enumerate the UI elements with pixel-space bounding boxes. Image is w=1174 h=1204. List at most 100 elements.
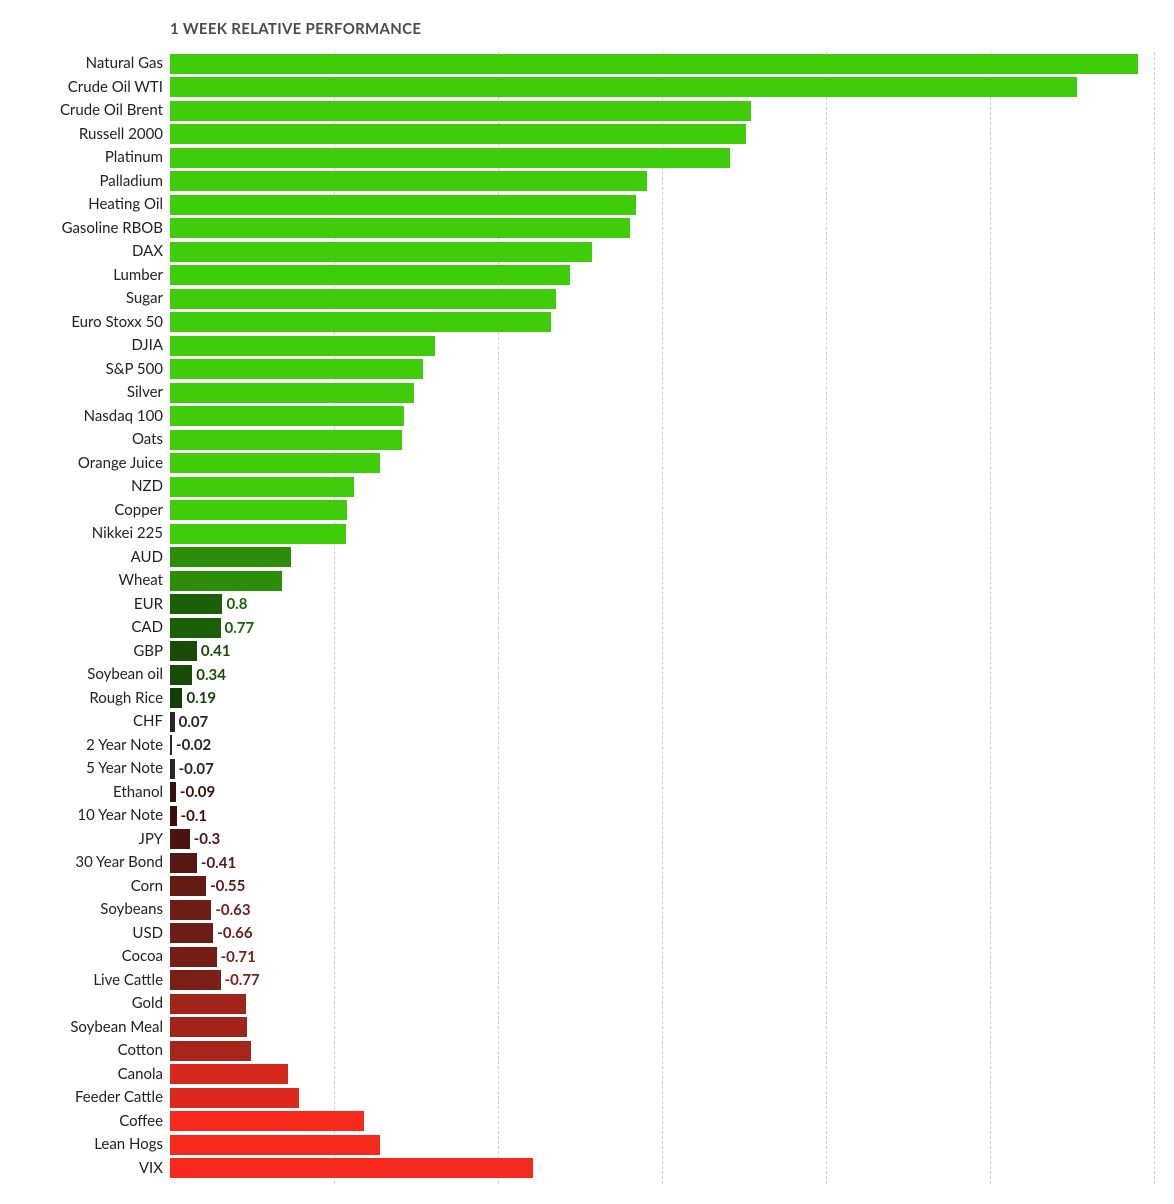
bar[interactable] xyxy=(170,900,211,920)
row-label: Nasdaq 100 xyxy=(0,409,163,424)
bar[interactable] xyxy=(170,806,177,826)
bar[interactable] xyxy=(170,641,197,661)
chart-row: Palladium7.27 xyxy=(170,170,1154,194)
bar[interactable] xyxy=(170,782,176,802)
chart-row: Gold-1.16 xyxy=(170,992,1154,1016)
bar-value-label: 0.34 xyxy=(196,665,226,685)
bar[interactable] xyxy=(170,759,175,779)
bar[interactable] xyxy=(170,359,423,379)
bar[interactable] xyxy=(170,1111,364,1131)
bar-value-label: -0.55 xyxy=(210,876,245,896)
row-label: Oats xyxy=(0,432,163,447)
bar-value-label: -0.09 xyxy=(180,782,215,802)
bar[interactable] xyxy=(170,383,414,403)
chart-row: Crude Oil WTI13.82 xyxy=(170,76,1154,100)
bar-value-label: -0.77 xyxy=(225,970,260,990)
bar[interactable] xyxy=(170,994,246,1014)
row-label: Crude Oil Brent xyxy=(0,103,163,118)
chart-row: Orange Juice3.2 xyxy=(170,452,1154,476)
bar-value-label: 0.19 xyxy=(186,688,216,708)
bar[interactable] xyxy=(170,970,221,990)
row-label: Euro Stoxx 50 xyxy=(0,315,163,330)
row-label: Copper xyxy=(0,503,163,518)
bar[interactable] xyxy=(170,1064,288,1084)
bar-value-label: 0.07 xyxy=(179,712,209,732)
bar[interactable] xyxy=(170,524,346,544)
bar[interactable] xyxy=(170,312,551,332)
bar[interactable] xyxy=(170,265,570,285)
row-label: Rough Rice xyxy=(0,691,163,706)
bar[interactable] xyxy=(170,735,172,755)
chart-row: Russell 20008.78 xyxy=(170,123,1154,147)
bar[interactable] xyxy=(170,923,213,943)
chart-row: Euro Stoxx 505.81 xyxy=(170,311,1154,335)
bar[interactable] xyxy=(170,430,402,450)
bar[interactable] xyxy=(170,148,730,168)
row-label: Gold xyxy=(0,996,163,1011)
chart-row: Cotton-1.24 xyxy=(170,1039,1154,1063)
chart-row: Cocoa-0.71 xyxy=(170,945,1154,969)
row-label: Crude Oil WTI xyxy=(0,80,163,95)
row-label: 5 Year Note xyxy=(0,761,163,776)
row-label: Lean Hogs xyxy=(0,1137,163,1152)
row-label: Heating Oil xyxy=(0,197,163,212)
bar[interactable] xyxy=(170,124,746,144)
bar[interactable] xyxy=(170,218,630,238)
row-label: Palladium xyxy=(0,174,163,189)
bar[interactable] xyxy=(170,688,182,708)
bar[interactable] xyxy=(170,665,192,685)
row-label: Sugar xyxy=(0,291,163,306)
bar[interactable] xyxy=(170,1088,299,1108)
bar-value-label: -0.07 xyxy=(179,759,214,779)
row-label: Nikkei 225 xyxy=(0,526,163,541)
row-label: Canola xyxy=(0,1067,163,1082)
bar[interactable] xyxy=(170,571,282,591)
bar[interactable] xyxy=(170,547,291,567)
bar[interactable] xyxy=(170,289,556,309)
chart-row: S&P 5003.86 xyxy=(170,358,1154,382)
bar[interactable] xyxy=(170,712,175,732)
bar[interactable] xyxy=(170,1017,247,1037)
bar[interactable] xyxy=(170,876,206,896)
bar[interactable] xyxy=(170,853,197,873)
bar[interactable] xyxy=(170,1158,533,1178)
bar[interactable] xyxy=(170,77,1077,97)
row-label: CHF xyxy=(0,714,163,729)
bar[interactable] xyxy=(170,195,636,215)
bar[interactable] xyxy=(170,101,751,121)
chart-row: Sugar5.88 xyxy=(170,287,1154,311)
chart-row: Platinum8.53 xyxy=(170,146,1154,170)
bar[interactable] xyxy=(170,1041,251,1061)
row-label: Orange Juice xyxy=(0,456,163,471)
chart-row: VIX-5.53 xyxy=(170,1157,1154,1181)
bar[interactable] xyxy=(170,618,221,638)
bar[interactable] xyxy=(170,947,217,967)
row-label: USD xyxy=(0,926,163,941)
bar[interactable] xyxy=(170,477,354,497)
chart-row: CHF0.07 xyxy=(170,710,1154,734)
chart-row: DJIA4.04 xyxy=(170,334,1154,358)
chart-row: CAD0.77 xyxy=(170,616,1154,640)
bar[interactable] xyxy=(170,242,592,262)
row-label: Lumber xyxy=(0,268,163,283)
bar[interactable] xyxy=(170,54,1138,74)
bar[interactable] xyxy=(170,594,222,614)
bar[interactable] xyxy=(170,336,435,356)
chart-row: Coffee-2.95 xyxy=(170,1110,1154,1134)
chart-row: Crude Oil Brent8.86 xyxy=(170,99,1154,123)
bar[interactable] xyxy=(170,829,190,849)
chart-row: Nasdaq 1003.56 xyxy=(170,405,1154,429)
bar[interactable] xyxy=(170,500,347,520)
bar[interactable] xyxy=(170,1135,380,1155)
row-label: DAX xyxy=(0,244,163,259)
bar[interactable] xyxy=(170,453,380,473)
bar[interactable] xyxy=(170,171,647,191)
chart-row: USD-0.66 xyxy=(170,922,1154,946)
chart-row: Corn-0.55 xyxy=(170,875,1154,899)
chart-row: Gasoline RBOB7.01 xyxy=(170,217,1154,241)
chart-row: Lean Hogs-3.2 xyxy=(170,1133,1154,1157)
chart-row: Ethanol-0.09 xyxy=(170,781,1154,805)
bar[interactable] xyxy=(170,406,404,426)
grid-line xyxy=(1154,52,1155,1184)
chart-row: Live Cattle-0.77 xyxy=(170,969,1154,993)
